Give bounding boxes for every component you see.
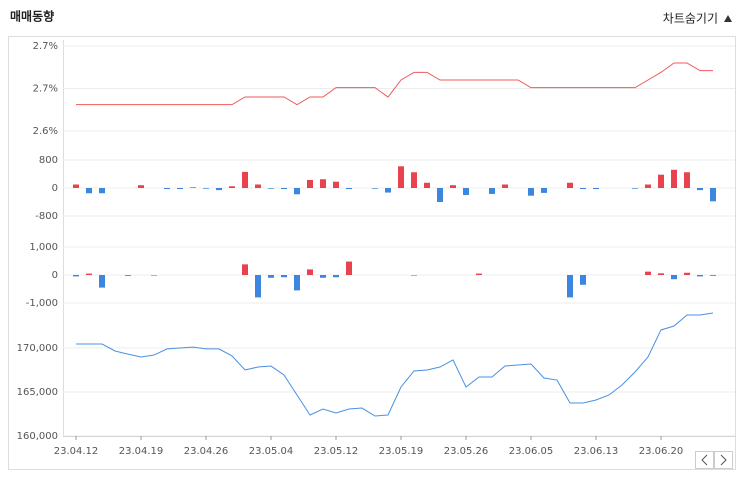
next-button[interactable] (714, 451, 733, 469)
bar (593, 188, 599, 190)
bar (450, 185, 456, 188)
bar (476, 273, 482, 275)
bar (242, 171, 248, 188)
line (76, 312, 714, 417)
bar (346, 261, 352, 275)
bar (307, 269, 313, 275)
bar (437, 188, 443, 202)
bar (73, 184, 79, 188)
next-icon[interactable] (720, 454, 727, 466)
bar (567, 275, 573, 298)
bar (86, 188, 92, 194)
bar (333, 275, 339, 278)
x-tick-label: 23.05.26 (444, 446, 489, 457)
bar (255, 275, 261, 298)
bar (99, 275, 105, 288)
x-tick-label: 23.06.05 (509, 446, 554, 457)
bar (229, 186, 235, 188)
bar (632, 188, 638, 189)
bar (684, 172, 690, 188)
bar (710, 275, 716, 276)
y-tick-label: 2.7% (33, 41, 58, 52)
bar (671, 169, 677, 188)
bar (255, 184, 261, 188)
bar (502, 184, 508, 188)
line (76, 62, 713, 106)
x-tick-label: 23.04.12 (54, 446, 99, 457)
prev-icon[interactable] (701, 454, 708, 466)
chart-frame (8, 36, 736, 470)
y-tick-label: -1,000 (26, 298, 58, 309)
x-tick-label: 23.06.20 (639, 446, 684, 457)
x-tick-label: 23.06.13 (574, 446, 619, 457)
bar (541, 188, 547, 193)
bar (567, 182, 573, 188)
y-tick-label: 2.7% (33, 84, 58, 95)
bar (411, 172, 417, 188)
bar (697, 188, 703, 191)
bar (489, 188, 495, 194)
bar (242, 264, 248, 275)
bar (372, 188, 378, 189)
toggle-icon[interactable] (724, 15, 732, 22)
bar (710, 188, 716, 202)
bar (671, 275, 677, 280)
bar (138, 185, 144, 188)
bar (73, 275, 79, 277)
x-tick-label: 23.04.26 (184, 446, 229, 457)
section-title: 매매동향 (10, 9, 54, 24)
y-tick-label: 160,000 (17, 431, 58, 442)
bar (177, 188, 183, 190)
bar (281, 188, 287, 190)
bar (268, 275, 274, 278)
y-tick-label: 1,000 (29, 242, 58, 253)
bar (463, 188, 469, 195)
bar (268, 188, 274, 189)
bar (164, 188, 170, 190)
bar (684, 272, 690, 275)
bar (697, 275, 703, 277)
bar (528, 188, 534, 196)
bar (320, 179, 326, 188)
toggle-chart[interactable]: 차트숨기기 (663, 12, 718, 26)
bar (580, 188, 586, 190)
bar (333, 181, 339, 188)
bar (645, 271, 651, 275)
x-tick-label: 23.05.19 (379, 446, 424, 457)
bar (190, 187, 196, 188)
bar (424, 182, 430, 188)
y-tick-label: 2.6% (33, 126, 58, 137)
y-tick-label: 165,000 (17, 387, 58, 398)
y-tick-label: 800 (39, 155, 58, 166)
x-tick-label: 23.05.04 (249, 446, 294, 457)
bar (385, 188, 391, 193)
bar (398, 166, 404, 188)
bar (346, 188, 352, 190)
x-tick-label: 23.04.19 (119, 446, 164, 457)
bar (294, 275, 300, 291)
y-tick-label: 170,000 (17, 343, 58, 354)
bar (151, 275, 157, 276)
bar (320, 275, 326, 278)
y-tick-label: -800 (35, 211, 58, 222)
bar (645, 184, 651, 188)
prev-button[interactable] (695, 451, 714, 469)
bar (203, 188, 209, 189)
x-tick-label: 23.05.12 (314, 446, 359, 457)
bar (658, 273, 664, 275)
bar (307, 179, 313, 188)
y-tick-label: 0 (52, 183, 58, 194)
bar (281, 275, 287, 278)
bar (86, 273, 92, 275)
bar (658, 174, 664, 188)
bar (411, 275, 417, 276)
bar (99, 188, 105, 194)
y-tick-label: 0 (52, 270, 58, 281)
bar (294, 188, 300, 195)
bar (580, 275, 586, 285)
bar (216, 188, 222, 191)
bar (125, 275, 131, 276)
